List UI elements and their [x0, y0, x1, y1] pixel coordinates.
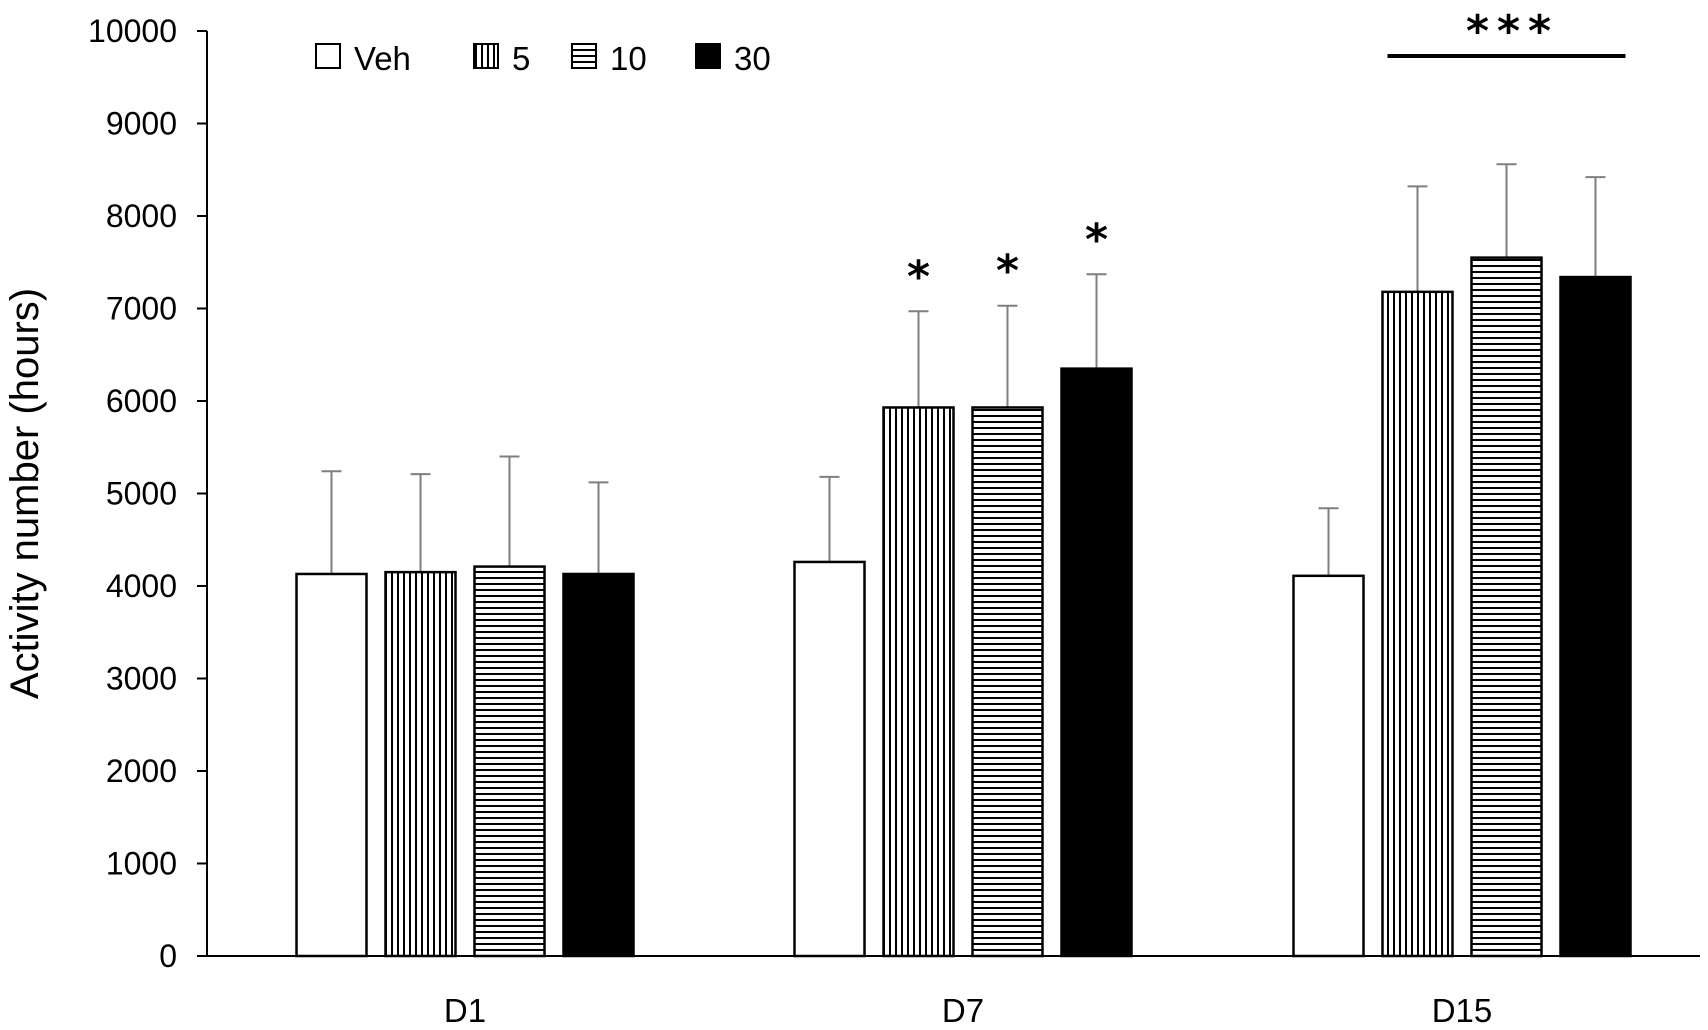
legend-label-30: 30 — [734, 40, 771, 77]
y-tick-label: 6000 — [106, 383, 177, 419]
bar-5-d7 — [882, 406, 955, 958]
bar-5-d1 — [384, 570, 457, 958]
y-tick-label: 8000 — [106, 198, 177, 234]
x-category-label: D7 — [942, 992, 984, 1029]
legend-label-veh: Veh — [354, 40, 411, 77]
legend-swatch-veh — [315, 43, 341, 69]
bar-10-d15 — [1470, 256, 1543, 958]
y-tick-label: 0 — [159, 938, 177, 974]
y-tick-label: 5000 — [106, 476, 177, 512]
y-tick-label: 3000 — [106, 661, 177, 697]
bar-5-d15 — [1381, 290, 1454, 958]
legend-label-5: 5 — [512, 40, 530, 77]
bar-veh-d15 — [1292, 574, 1365, 958]
y-tick-label: 1000 — [106, 846, 177, 882]
y-tick-label: 7000 — [106, 291, 177, 327]
bar-30-d1 — [562, 572, 635, 958]
significance-marker: *** — [1466, 6, 1559, 57]
significance-marker: * — [907, 251, 930, 302]
legend-swatch-30 — [695, 43, 721, 69]
x-category-label: D1 — [444, 992, 486, 1029]
legend-label-10: 10 — [610, 40, 647, 77]
significance-marker: * — [1085, 214, 1108, 265]
y-tick-label: 9000 — [106, 106, 177, 142]
bar-30-d15 — [1559, 275, 1632, 958]
bar-10-d1 — [473, 565, 546, 958]
plot-area: 0 1000 2000 3000 4000 5000 6000 7000 8000 9000 100… — [88, 6, 1700, 1029]
bar-30-d7 — [1060, 367, 1133, 958]
y-tick-label: 10000 — [88, 13, 177, 49]
y-tick-label: 4000 — [106, 568, 177, 604]
bar-10-d7 — [971, 406, 1044, 958]
significance-marker: * — [996, 246, 1019, 297]
y-tick-label: 2000 — [106, 753, 177, 789]
legend-swatch-5 — [473, 43, 499, 69]
bar-veh-d7 — [793, 560, 866, 958]
bar-veh-d1 — [295, 572, 368, 958]
y-axis-title: Activity number (hours) — [3, 288, 47, 699]
x-category-label: D15 — [1432, 992, 1493, 1029]
legend-swatch-10 — [571, 43, 597, 69]
